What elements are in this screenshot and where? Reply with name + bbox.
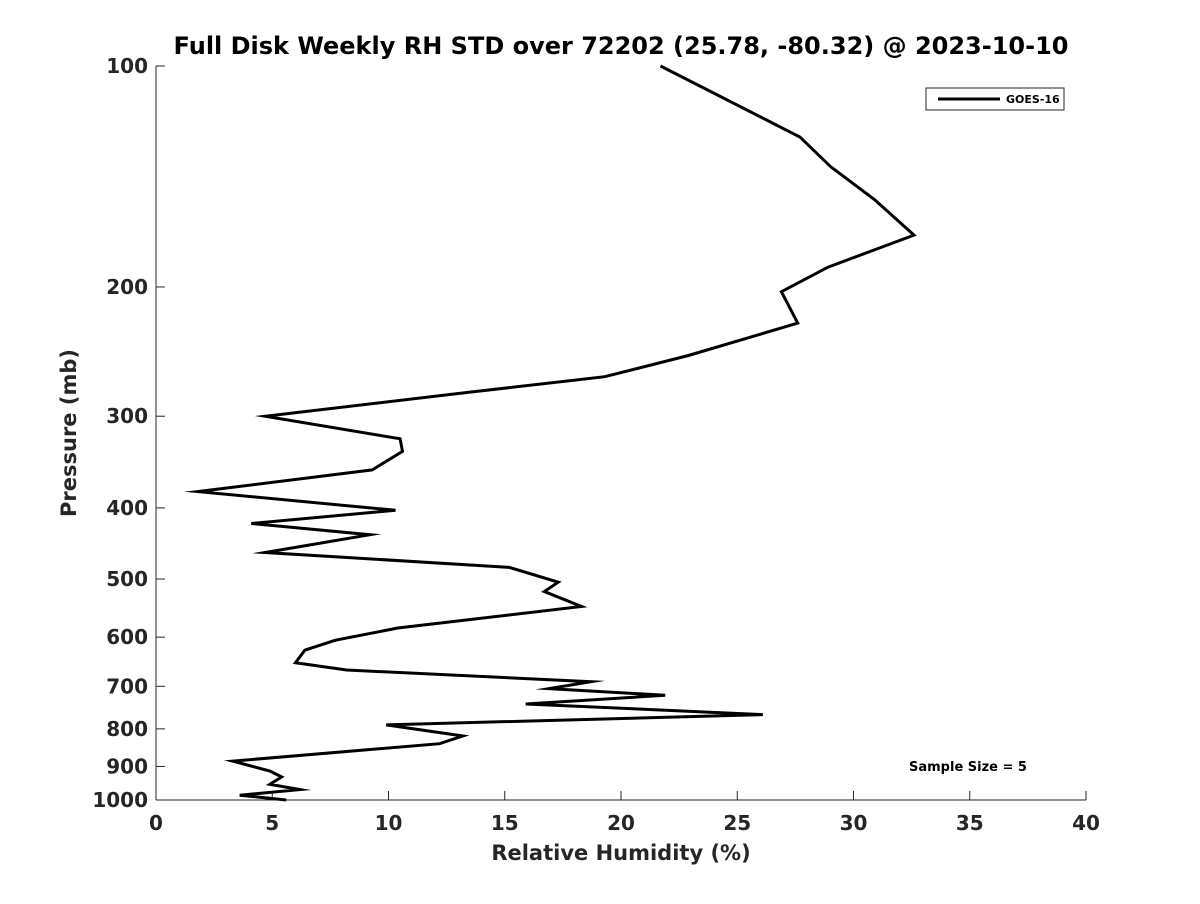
x-tick-label: 10 xyxy=(375,811,403,835)
x-axis-ticks: 0 5 10 15 20 25 30 35 40 xyxy=(149,791,1100,835)
y-tick-label: 200 xyxy=(106,275,148,299)
x-tick-label: 40 xyxy=(1072,811,1100,835)
x-tick-label: 15 xyxy=(491,811,519,835)
series-line-goes-16 xyxy=(184,64,917,802)
y-axis-ticks: 100 200 300 400 500 600 700 800 900 1000 xyxy=(92,54,165,812)
legend: GOES-16 xyxy=(925,87,1065,111)
y-axis-label: Pressure (mb) xyxy=(57,349,81,517)
x-axis-label: Relative Humidity (%) xyxy=(491,841,750,865)
y-tick-label: 800 xyxy=(106,717,148,741)
y-tick-label: 100 xyxy=(106,54,148,78)
y-tick-label: 600 xyxy=(106,625,148,649)
y-tick-label: 1000 xyxy=(92,788,148,812)
x-tick-label: 35 xyxy=(956,811,984,835)
y-tick-label: 500 xyxy=(106,567,148,591)
y-tick-label: 700 xyxy=(106,674,148,698)
series-lines xyxy=(184,64,917,802)
x-tick-label: 20 xyxy=(607,811,635,835)
y-tick-label: 400 xyxy=(106,496,148,520)
x-tick-label: 5 xyxy=(265,811,279,835)
x-tick-label: 0 xyxy=(149,811,163,835)
sample-size-annotation: Sample Size = 5 xyxy=(909,760,1027,775)
chart-title: Full Disk Weekly RH STD over 72202 (25.7… xyxy=(174,32,1069,60)
x-tick-label: 25 xyxy=(723,811,751,835)
axes xyxy=(155,66,1086,801)
y-tick-label: 300 xyxy=(106,404,148,428)
y-tick-label: 900 xyxy=(106,754,148,778)
x-tick-label: 30 xyxy=(840,811,868,835)
legend-label-goes-16: GOES-16 xyxy=(1006,93,1060,106)
